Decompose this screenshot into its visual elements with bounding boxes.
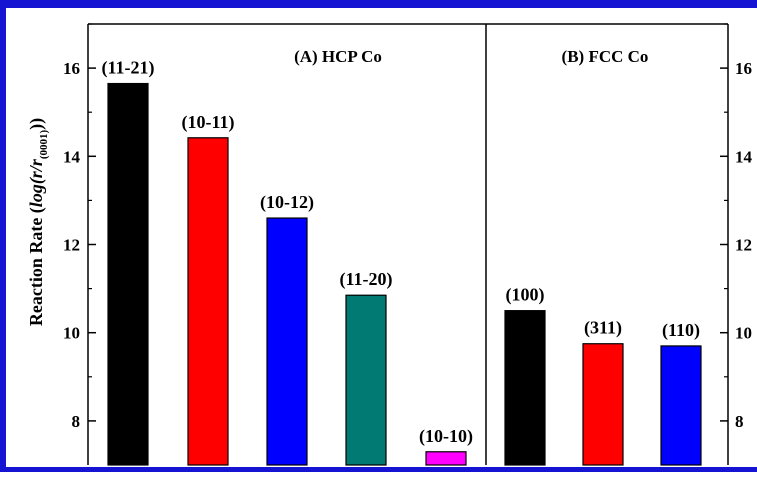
bar <box>504 310 546 466</box>
bar <box>266 217 308 466</box>
frame-bottom-band <box>0 467 757 472</box>
y-axis-label: Reaction Rate (log(r/r(0001))) <box>26 118 50 326</box>
right-tick-label: 8 <box>735 412 744 431</box>
bar <box>660 345 702 466</box>
bar-category-label: (100) <box>506 285 545 306</box>
bar-category-label: (10-12) <box>260 192 314 213</box>
y-axis-label-italic: log(r/r <box>26 158 47 207</box>
right-tick-label: 12 <box>735 236 752 255</box>
right-tick-label: 16 <box>735 59 752 78</box>
bar <box>425 451 467 466</box>
frame-top-band <box>0 0 757 8</box>
bar-category-label: (11-21) <box>102 58 155 79</box>
bars-layer <box>107 82 702 466</box>
axes-layer: 8 8 10 10 12 12 14 14 16 16 <box>63 23 753 465</box>
labels-layer: (11-21) (10-11) (10-12) (11-20) (10-10) (100)… <box>102 58 701 447</box>
left-tick-label: 8 <box>72 412 81 431</box>
y-axis-label-main: Reaction Rate ( <box>26 207 47 326</box>
bar-category-label: (10-10) <box>419 426 473 447</box>
y-axis-label-sub: (0001) <box>38 130 50 160</box>
panel-a-title: (A) HCP Co <box>294 47 382 66</box>
left-tick-label: 14 <box>63 147 81 166</box>
bar-category-label: (11-20) <box>340 269 393 290</box>
right-tick-label: 10 <box>735 324 752 343</box>
frame-left-band <box>0 0 6 472</box>
left-tick-label: 10 <box>63 324 80 343</box>
bar <box>107 82 149 466</box>
bar <box>345 294 387 466</box>
left-tick-label: 12 <box>63 236 80 255</box>
panel-b-title: (B) FCC Co <box>562 47 649 66</box>
y-axis-label-close: )) <box>26 118 47 130</box>
bar-category-label: (311) <box>584 318 622 339</box>
bar-category-label: (110) <box>662 320 700 341</box>
bar <box>582 343 624 466</box>
bar-category-label: (10-11) <box>182 112 235 133</box>
left-tick-label: 16 <box>63 59 80 78</box>
bar <box>187 137 229 466</box>
right-tick-label: 14 <box>735 147 753 166</box>
